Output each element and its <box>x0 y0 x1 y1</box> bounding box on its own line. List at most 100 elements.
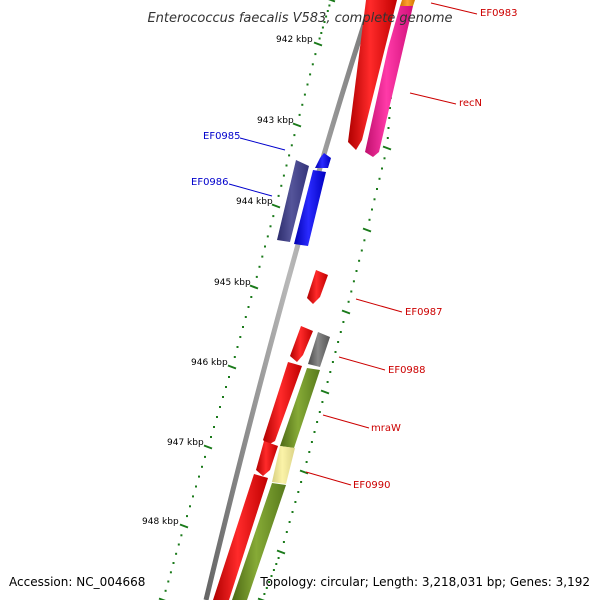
gene-olive-bottom-bar[interactable] <box>232 483 286 600</box>
inner-ruler-major-tick <box>179 523 189 529</box>
outer-ruler-major-tick <box>382 145 392 151</box>
outer-ruler-minor-tick <box>270 575 273 577</box>
leader-line-mraw <box>322 414 370 429</box>
gene-label-ef0986[interactable]: EF0986 <box>191 177 229 188</box>
outer-ruler-minor-tick <box>297 491 300 493</box>
outer-ruler-minor-tick <box>381 167 383 170</box>
outer-ruler-minor-tick <box>355 270 358 272</box>
inner-ruler-minor-tick <box>189 505 191 508</box>
inner-ruler-minor-tick <box>219 406 221 408</box>
outer-ruler-minor-tick <box>386 137 389 139</box>
inner-ruler-minor-tick <box>175 552 178 555</box>
inner-ruler-minor-tick <box>318 37 321 40</box>
inner-ruler-minor-tick <box>180 534 183 537</box>
inner-ruler-minor-tick <box>242 326 244 328</box>
gene-ef0986-bar[interactable] <box>294 170 326 246</box>
outer-ruler-minor-tick <box>305 461 308 463</box>
gene-label-recn[interactable]: recN <box>459 98 482 109</box>
gene-ef0986-bar-dark[interactable] <box>277 160 309 242</box>
inner-ruler-minor-tick <box>328 4 331 7</box>
leader-line-ef0988 <box>338 356 386 371</box>
outer-ruler-minor-tick <box>358 259 361 262</box>
inner-ruler-major-tick <box>292 122 302 128</box>
inner-ruler-minor-tick <box>247 306 250 308</box>
gene-label-ef0983[interactable]: EF0983 <box>480 8 518 19</box>
inner-ruler-minor-tick <box>311 63 314 66</box>
inner-ruler-minor-tick <box>323 21 326 23</box>
outer-ruler-minor-tick <box>300 481 303 483</box>
inner-ruler-minor-tick <box>277 194 280 197</box>
genome-backbone <box>203 0 375 600</box>
genome-title: Enterococcus faecalis V583, complete gen… <box>147 11 452 26</box>
gene-labels: EF0983 recN EF0985 EF0986 EF0987 EF0988 … <box>191 8 518 491</box>
inner-ruler-minor-tick <box>272 215 275 218</box>
outer-ruler-minor-tick <box>376 188 378 190</box>
gene-ef0990-bar[interactable] <box>272 446 295 484</box>
inner-ruler-minor-tick <box>236 346 239 348</box>
outer-ruler-minor-tick <box>291 511 294 513</box>
gene-ef0988-bar-red[interactable] <box>290 326 313 362</box>
gene-ef0983-bar[interactable] <box>400 0 415 6</box>
inner-ruler-minor-tick <box>228 376 230 378</box>
outer-ruler-minor-tick <box>368 218 371 221</box>
outer-ruler-minor-tick <box>388 117 391 119</box>
gene-ef0985-arrow[interactable] <box>315 153 331 168</box>
outer-ruler-minor-tick <box>383 157 386 160</box>
inner-ruler-minor-tick <box>314 53 317 56</box>
gene-label-ef0990[interactable]: EF0990 <box>353 480 391 491</box>
inner-ruler-minor-tick <box>198 475 200 478</box>
outer-ruler-major-tick <box>276 549 286 555</box>
gene-red-mid-bar[interactable] <box>263 362 302 445</box>
gene-ef0988-bar-grey[interactable] <box>308 332 330 367</box>
inner-ruler-minor-tick <box>293 134 296 137</box>
inner-ruler-minor-tick <box>282 174 285 177</box>
gene-label-mraw[interactable]: mraW <box>371 423 401 434</box>
gene-ef0987-bar[interactable] <box>307 270 328 304</box>
inner-ruler-minor-tick <box>280 184 283 187</box>
gene-recn-bar[interactable] <box>365 6 413 157</box>
gene-red-lower-arrow[interactable] <box>256 441 278 476</box>
outer-ruler-major-tick <box>362 227 372 233</box>
outer-ruler-major-tick <box>299 469 309 475</box>
outer-ruler-minor-tick <box>263 593 266 595</box>
inner-ruler-minor-tick <box>264 245 266 248</box>
outer-ruler-minor-tick <box>326 381 329 383</box>
outer-ruler-minor-tick <box>318 411 321 413</box>
inner-ruler-minor-tick <box>258 265 261 268</box>
outer-ruler-minor-tick <box>373 198 376 201</box>
outer-ruler-minor-tick <box>378 177 381 180</box>
gene-label-ef0987[interactable]: EF0987 <box>405 307 443 318</box>
gene-red-bottom-bar[interactable] <box>213 474 268 600</box>
inner-ruler-minor-tick <box>204 455 206 458</box>
outer-ruler-minor-tick <box>334 351 337 353</box>
gene-red-upper-bar[interactable] <box>348 0 397 150</box>
inner-ruler-minor-tick <box>250 296 253 298</box>
outer-ruler-minor-tick <box>285 531 288 533</box>
outer-ruler-minor-tick <box>350 290 353 293</box>
gene-mraw-bar[interactable] <box>280 368 320 448</box>
leader-line-ef0985 <box>239 137 286 151</box>
tick-label-943: 943 kbp <box>257 116 294 126</box>
tick-label-948: 948 kbp <box>142 517 179 527</box>
outer-ruler-minor-tick <box>313 431 316 433</box>
outer-ruler-minor-tick <box>387 127 390 129</box>
inner-ruler-minor-tick <box>266 235 269 238</box>
inner-ruler-minor-tick <box>255 275 258 278</box>
inner-ruler-major-tick <box>249 284 259 290</box>
inner-ruler-major-tick <box>271 203 281 209</box>
inner-ruler-minor-tick <box>201 465 203 468</box>
outer-ruler-minor-tick <box>360 249 363 252</box>
leader-line-ef0987 <box>355 298 403 313</box>
gene-label-ef0985[interactable]: EF0985 <box>203 131 241 142</box>
inner-ruler-major-tick <box>313 41 323 47</box>
outer-ruler-major-tick <box>320 389 330 395</box>
inner-ruler-minor-tick <box>326 10 329 12</box>
inner-ruler-minor-tick <box>321 26 324 29</box>
inner-ruler-minor-tick <box>261 255 264 258</box>
outer-ruler-minor-tick <box>272 569 275 571</box>
outer-ruler-minor-tick <box>310 441 313 443</box>
gene-label-ef0988[interactable]: EF0988 <box>388 365 426 376</box>
inner-ruler-minor-tick <box>309 73 312 76</box>
inner-ruler-minor-tick <box>303 93 306 96</box>
